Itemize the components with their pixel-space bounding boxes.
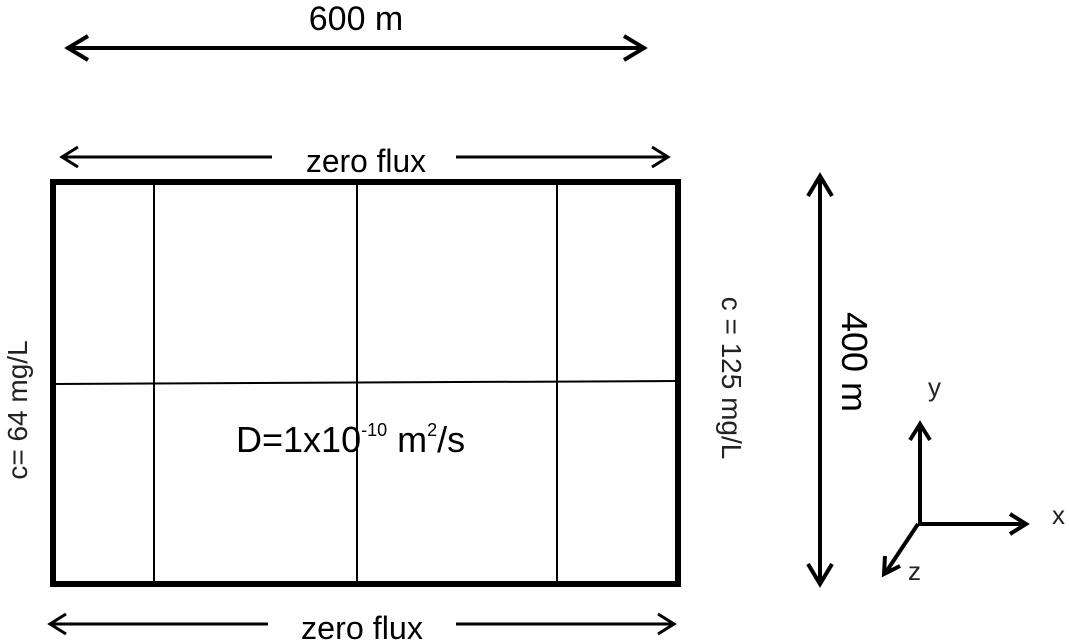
diffusion-unit-base: m	[387, 419, 427, 460]
y-axis-label: y	[928, 372, 941, 402]
x-axis-label: x	[1052, 500, 1065, 530]
grid-line-horizontal	[52, 380, 679, 385]
left-boundary-label: c= 64 mg/L	[2, 340, 33, 479]
x-axis-arrowhead	[1008, 512, 1030, 536]
right-boundary-label: c = 125 mg/L	[716, 297, 747, 460]
width-dimension-label: 600 m	[309, 0, 404, 38]
width-dimension-arrowhead-left	[64, 34, 90, 62]
bottom-boundary-label: zero flux	[301, 610, 423, 640]
diffusion-unit-suffix: /s	[437, 419, 465, 460]
diffusion-unit-exponent: 2	[427, 420, 437, 440]
z-axis-line	[884, 522, 920, 574]
top-zero-flux-arrowhead-right	[651, 145, 671, 169]
height-dimension-label: 400 m	[834, 312, 875, 412]
y-axis-arrowhead	[908, 420, 932, 442]
z-axis-label: z	[908, 556, 921, 586]
diffusion-coefficient-label: D=1x10-10 m2/s	[236, 419, 465, 460]
bottom-zero-flux-arrowhead-right	[657, 612, 677, 636]
diffusion-prefix: D=1x10	[236, 419, 361, 460]
diffusion-exponent: -10	[361, 420, 387, 440]
bottom-zero-flux-arrowhead-left	[47, 612, 67, 636]
top-boundary-label: zero flux	[306, 143, 426, 179]
height-dimension-arrowhead-bottom	[806, 562, 834, 588]
height-dimension-arrowhead-top	[806, 172, 834, 198]
width-dimension-arrowhead-right	[622, 34, 648, 62]
z-axis-arrowhead	[881, 555, 901, 578]
top-zero-flux-arrowhead-left	[59, 145, 79, 169]
